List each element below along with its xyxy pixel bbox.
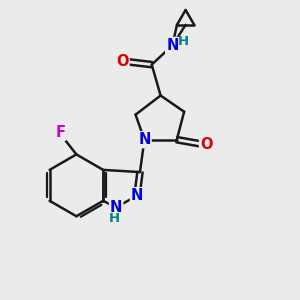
Text: N: N [166,38,178,53]
Text: F: F [55,125,65,140]
Text: H: H [109,212,120,225]
Text: O: O [200,136,212,152]
Text: H: H [178,35,189,48]
Text: O: O [116,54,129,69]
Text: N: N [138,132,151,147]
Text: N: N [110,200,122,215]
Text: N: N [131,188,143,203]
